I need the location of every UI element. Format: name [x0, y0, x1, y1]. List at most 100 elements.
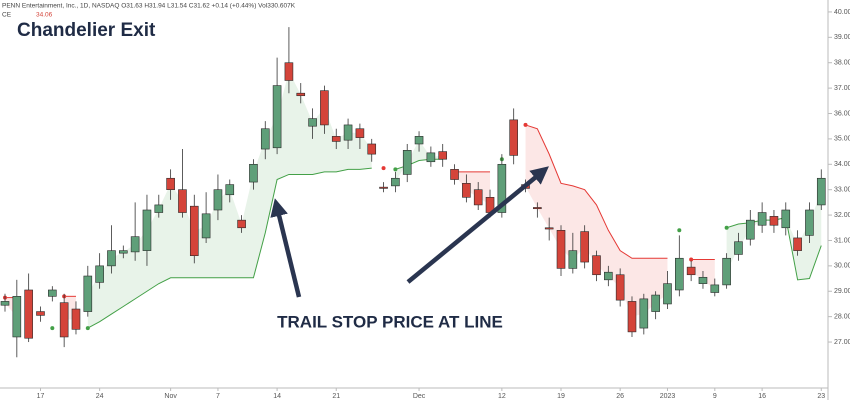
candle-body — [533, 207, 542, 210]
y-tick-label: 28.00 — [834, 313, 850, 320]
candle-body — [0, 301, 10, 306]
x-tick-label: 7 — [216, 393, 220, 400]
plot — [0, 27, 826, 358]
candle-body — [757, 212, 767, 226]
y-tick-label: 33.00 — [834, 187, 850, 194]
candle-body — [473, 189, 483, 206]
candle-body — [568, 250, 578, 269]
x-tick-label: 21 — [332, 393, 340, 400]
candle-body — [745, 219, 755, 240]
candle-body — [592, 255, 601, 276]
candle-body — [805, 209, 814, 236]
candle-body — [320, 90, 329, 126]
candle-body — [580, 231, 589, 263]
candle-body — [556, 230, 566, 269]
candle-body — [36, 311, 45, 316]
candle-body — [178, 189, 187, 213]
stop-dot — [393, 167, 398, 172]
candle-body — [450, 169, 459, 180]
candle-body — [48, 289, 57, 297]
y-tick-label: 40.00 — [834, 9, 850, 16]
stop-dot — [523, 122, 528, 127]
y-tick-label: 30.00 — [834, 263, 850, 270]
candle-body — [438, 151, 448, 160]
y-tick-label: 34.00 — [834, 161, 850, 168]
candle-body — [414, 136, 424, 145]
x-tick-label: 9 — [713, 393, 717, 400]
candle-body — [296, 92, 306, 97]
candle-body — [627, 301, 637, 333]
y-tick-label: 29.00 — [834, 288, 850, 295]
x-tick-label: Dec — [413, 393, 426, 400]
x-tick-label: 24 — [96, 393, 104, 400]
candle-body — [781, 209, 791, 229]
candle-body — [130, 236, 140, 253]
candle-body — [426, 152, 436, 163]
candle-body — [331, 136, 341, 142]
y-tick-label: 32.00 — [834, 212, 850, 219]
stop-dot — [50, 326, 55, 331]
indicator-name: CE — [2, 12, 12, 19]
candle-body — [308, 118, 317, 127]
candle-body — [343, 124, 353, 141]
stop-line — [525, 124, 668, 259]
candle-body — [604, 271, 613, 281]
candle-body — [201, 213, 211, 239]
x-tick-label: 23 — [817, 393, 825, 400]
candle-body — [166, 177, 175, 190]
candle-body — [734, 241, 743, 255]
candle-body — [663, 283, 672, 305]
y-tick-label: 38.00 — [834, 60, 850, 67]
stop-dot — [677, 228, 682, 233]
y-tick-label: 27.00 — [834, 339, 850, 346]
candle-body — [189, 205, 199, 257]
candle-body — [154, 204, 164, 213]
stop-dot — [724, 225, 729, 230]
candle-body — [142, 209, 152, 251]
candle-body — [710, 284, 720, 293]
candle-body — [83, 275, 93, 312]
stop-dot — [381, 166, 386, 171]
x-tick-label: 14 — [273, 393, 281, 400]
candle-body — [213, 189, 223, 211]
candle-body — [59, 302, 69, 338]
arrow — [270, 198, 302, 298]
arrow — [406, 166, 549, 284]
stop-line — [87, 167, 372, 329]
candle-body — [272, 85, 282, 149]
candle-body — [816, 177, 826, 206]
candle-body — [793, 237, 802, 251]
candle-body — [249, 163, 258, 183]
candle-body — [698, 276, 708, 284]
x-tick-label: 19 — [557, 393, 565, 400]
chart-title: Chandelier Exit — [17, 20, 156, 41]
candle-body — [95, 265, 104, 283]
indicator-value: 34.06 — [36, 12, 53, 19]
stop-dot — [689, 257, 694, 262]
candle-body — [686, 266, 696, 276]
candle-body — [355, 128, 365, 138]
candle-body — [107, 250, 116, 267]
candle-body — [462, 183, 471, 198]
stop-fill — [525, 124, 668, 317]
candle-body — [651, 294, 660, 312]
x-tick-label: 26 — [616, 393, 624, 400]
candle-body — [119, 250, 128, 254]
x-tick-label: 17 — [37, 393, 45, 400]
candle-body — [12, 296, 22, 338]
annotation: TRAIL STOP PRICE AT LINE — [277, 312, 503, 331]
candle-body — [615, 274, 625, 301]
candle-body — [237, 219, 246, 229]
candle-body — [391, 177, 400, 187]
header: PENN Entertainment, Inc., 1D, NASDAQ O31… — [2, 3, 296, 10]
candle-body — [24, 289, 33, 339]
candle-body — [402, 150, 412, 175]
x-tick-label: 12 — [498, 393, 506, 400]
x-tick-label: Nov — [164, 393, 177, 400]
candle-body — [675, 257, 684, 291]
stop-fill — [726, 191, 822, 280]
candle-body — [639, 298, 649, 329]
x-tick-label: 16 — [758, 393, 766, 400]
